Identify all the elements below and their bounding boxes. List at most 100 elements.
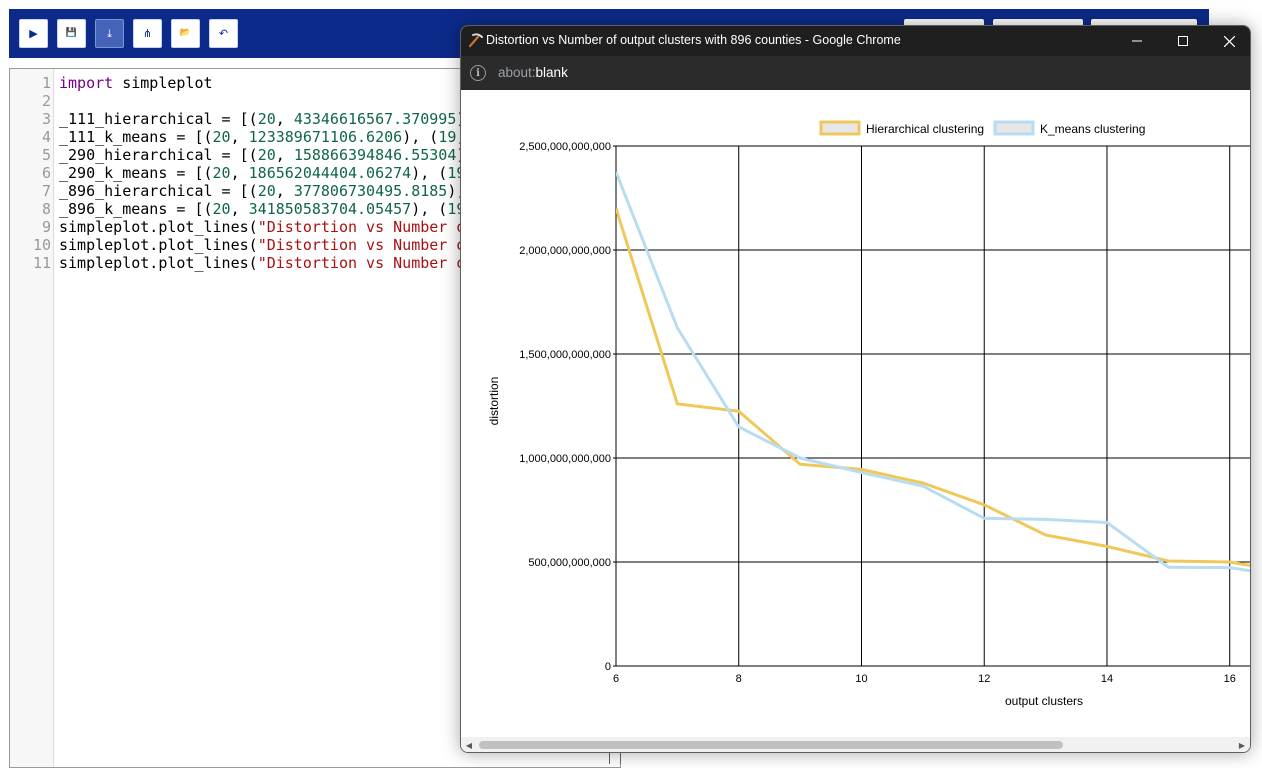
code-text: simpleplot.plot_lines("Distortion vs Num… xyxy=(59,254,465,272)
line-number: 3 xyxy=(41,110,51,128)
line-number: 1 xyxy=(41,74,51,92)
code-token: 19 xyxy=(438,128,457,146)
code-token: "Distortion vs Number o xyxy=(257,254,466,272)
code-line[interactable]: 11 simpleplot.plot_lines("Distortion vs N… xyxy=(10,254,610,272)
code-token: "Distortion vs Number o xyxy=(257,236,466,254)
code-line[interactable]: 6 _290_k_means = [(20, 186562044404.06274… xyxy=(10,164,610,182)
code-text: _290_k_means = [(20, 186562044404.06274)… xyxy=(59,164,465,182)
close-button[interactable] xyxy=(1206,26,1250,56)
code-text: _111_k_means = [(20, 123389671106.6206),… xyxy=(59,128,465,146)
code-token: simpleplot.plot_lines( xyxy=(59,218,258,236)
line-number: 9 xyxy=(41,218,51,236)
legend-label: Hierarchical clustering xyxy=(866,122,984,136)
x-tick-label: 16 xyxy=(1224,673,1236,685)
line-number: 8 xyxy=(41,200,51,218)
x-tick-label: 8 xyxy=(736,673,742,685)
y-tick-label: 500,000,000,000 xyxy=(528,557,611,569)
save-icon: 💾 xyxy=(65,28,78,38)
scroll-left-arrow-icon[interactable]: ◀ xyxy=(465,740,473,750)
code-text: _896_hierarchical = [(20, 377806730495.8… xyxy=(59,182,465,200)
code-token: "Distortion vs Number o xyxy=(257,218,466,236)
code-token: 20 xyxy=(257,110,276,128)
series-line-0 xyxy=(616,207,1250,567)
share-button[interactable]: ⋔ xyxy=(133,19,162,48)
address-bar[interactable]: i about:blank xyxy=(461,56,1250,90)
pickaxe-icon xyxy=(468,33,483,48)
code-token: 186562044404.06274 xyxy=(248,164,412,182)
minimize-icon xyxy=(1132,40,1142,42)
line-number: 5 xyxy=(41,146,51,164)
code-text: import simpleplot xyxy=(59,74,213,92)
code-token: _896_k_means = [( xyxy=(59,200,213,218)
open-button[interactable]: 📂 xyxy=(171,19,200,48)
legend-label: K_means clustering xyxy=(1040,122,1145,136)
y-tick-label: 1,500,000,000,000 xyxy=(519,349,611,361)
y-tick-label: 0 xyxy=(605,661,611,673)
line-number: 7 xyxy=(41,182,51,200)
code-token: simpleplot.plot_lines( xyxy=(59,254,258,272)
code-token: _111_hierarchical = [( xyxy=(59,110,258,128)
code-line[interactable]: 1 import simpleplot xyxy=(10,74,610,92)
line-number: 11 xyxy=(32,254,51,272)
y-tick-label: 2,500,000,000,000 xyxy=(519,141,611,153)
distortion-chart: 0 500,000,000,000 1,000,000,000,000 1,500,0… xyxy=(487,120,1250,708)
info-icon[interactable]: i xyxy=(470,65,486,81)
run-button[interactable]: ▶ xyxy=(19,19,48,48)
code-line[interactable]: 2 xyxy=(10,92,610,110)
toolbar-tab[interactable] xyxy=(904,19,984,29)
legend-swatch xyxy=(819,120,861,136)
line-number: 10 xyxy=(32,236,51,254)
title-bar[interactable]: Distortion vs Number of output clusters … xyxy=(461,26,1250,56)
x-axis-label: output clusters xyxy=(1005,694,1083,708)
code-token: 20 xyxy=(257,146,276,164)
scroll-right-arrow-icon[interactable]: ▶ xyxy=(1238,740,1246,750)
url-text[interactable]: about:blank xyxy=(498,65,568,80)
download-button[interactable]: ⤓ xyxy=(95,19,124,48)
code-token: , xyxy=(230,164,249,182)
x-tick-label: 6 xyxy=(613,673,619,685)
scrollbar-thumb[interactable] xyxy=(479,741,1063,749)
maximize-button[interactable] xyxy=(1160,26,1206,56)
code-text: _111_hierarchical = [(20, 43346616567.37… xyxy=(59,110,465,128)
undo-button[interactable]: ↶ xyxy=(209,19,238,48)
code-token: import xyxy=(59,74,114,92)
y-tick-label: 1,000,000,000,000 xyxy=(519,453,611,465)
code-token: 123389671106.6206 xyxy=(248,128,403,146)
code-line[interactable]: 3 _111_hierarchical = [(20, 43346616567.3… xyxy=(10,110,610,128)
undo-icon: ↶ xyxy=(218,27,229,40)
code-text: _896_k_means = [(20, 341850583704.05457)… xyxy=(59,200,465,218)
code-line[interactable]: 9 simpleplot.plot_lines("Distortion vs Nu… xyxy=(10,218,610,236)
folder-icon: 📂 xyxy=(179,28,192,38)
share-icon: ⋔ xyxy=(142,27,153,40)
chrome-popup-window: Distortion vs Number of output clusters … xyxy=(460,25,1251,753)
line-number: 2 xyxy=(41,92,51,110)
code-token: , xyxy=(275,110,294,128)
code-token: _290_hierarchical = [( xyxy=(59,146,258,164)
url-scheme: about: xyxy=(498,65,536,80)
url-host: blank xyxy=(535,65,568,80)
code-token: , xyxy=(230,200,249,218)
code-token: 377806730495.8185 xyxy=(293,182,448,200)
code-token: 341850583704.05457 xyxy=(248,200,412,218)
toolbar-tab[interactable] xyxy=(1091,19,1197,29)
y-tick-label: 2,000,000,000,000 xyxy=(519,245,611,257)
code-token: 20 xyxy=(212,200,231,218)
code-token: 43346616567.370995 xyxy=(293,110,457,128)
line-number: 4 xyxy=(41,128,51,146)
x-tick-label: 10 xyxy=(855,673,867,685)
code-token: 20 xyxy=(257,182,276,200)
horizontal-scrollbar[interactable]: ◀ ▶ xyxy=(461,737,1250,752)
line-number-gutter xyxy=(10,69,54,767)
code-token: _290_k_means = [( xyxy=(59,164,213,182)
code-token: , xyxy=(275,146,294,164)
code-token: , xyxy=(275,182,294,200)
code-token: 158866394846.55304 xyxy=(293,146,457,164)
toolbar-tab[interactable] xyxy=(993,19,1083,29)
maximize-icon xyxy=(1178,36,1188,46)
save-button[interactable]: 💾 xyxy=(57,19,86,48)
window-title: Distortion vs Number of output clusters … xyxy=(486,33,901,47)
minimize-button[interactable] xyxy=(1114,26,1160,56)
code-token: ), ( xyxy=(411,164,448,182)
code-token: ), ( xyxy=(411,200,448,218)
code-token: 20 xyxy=(212,164,231,182)
